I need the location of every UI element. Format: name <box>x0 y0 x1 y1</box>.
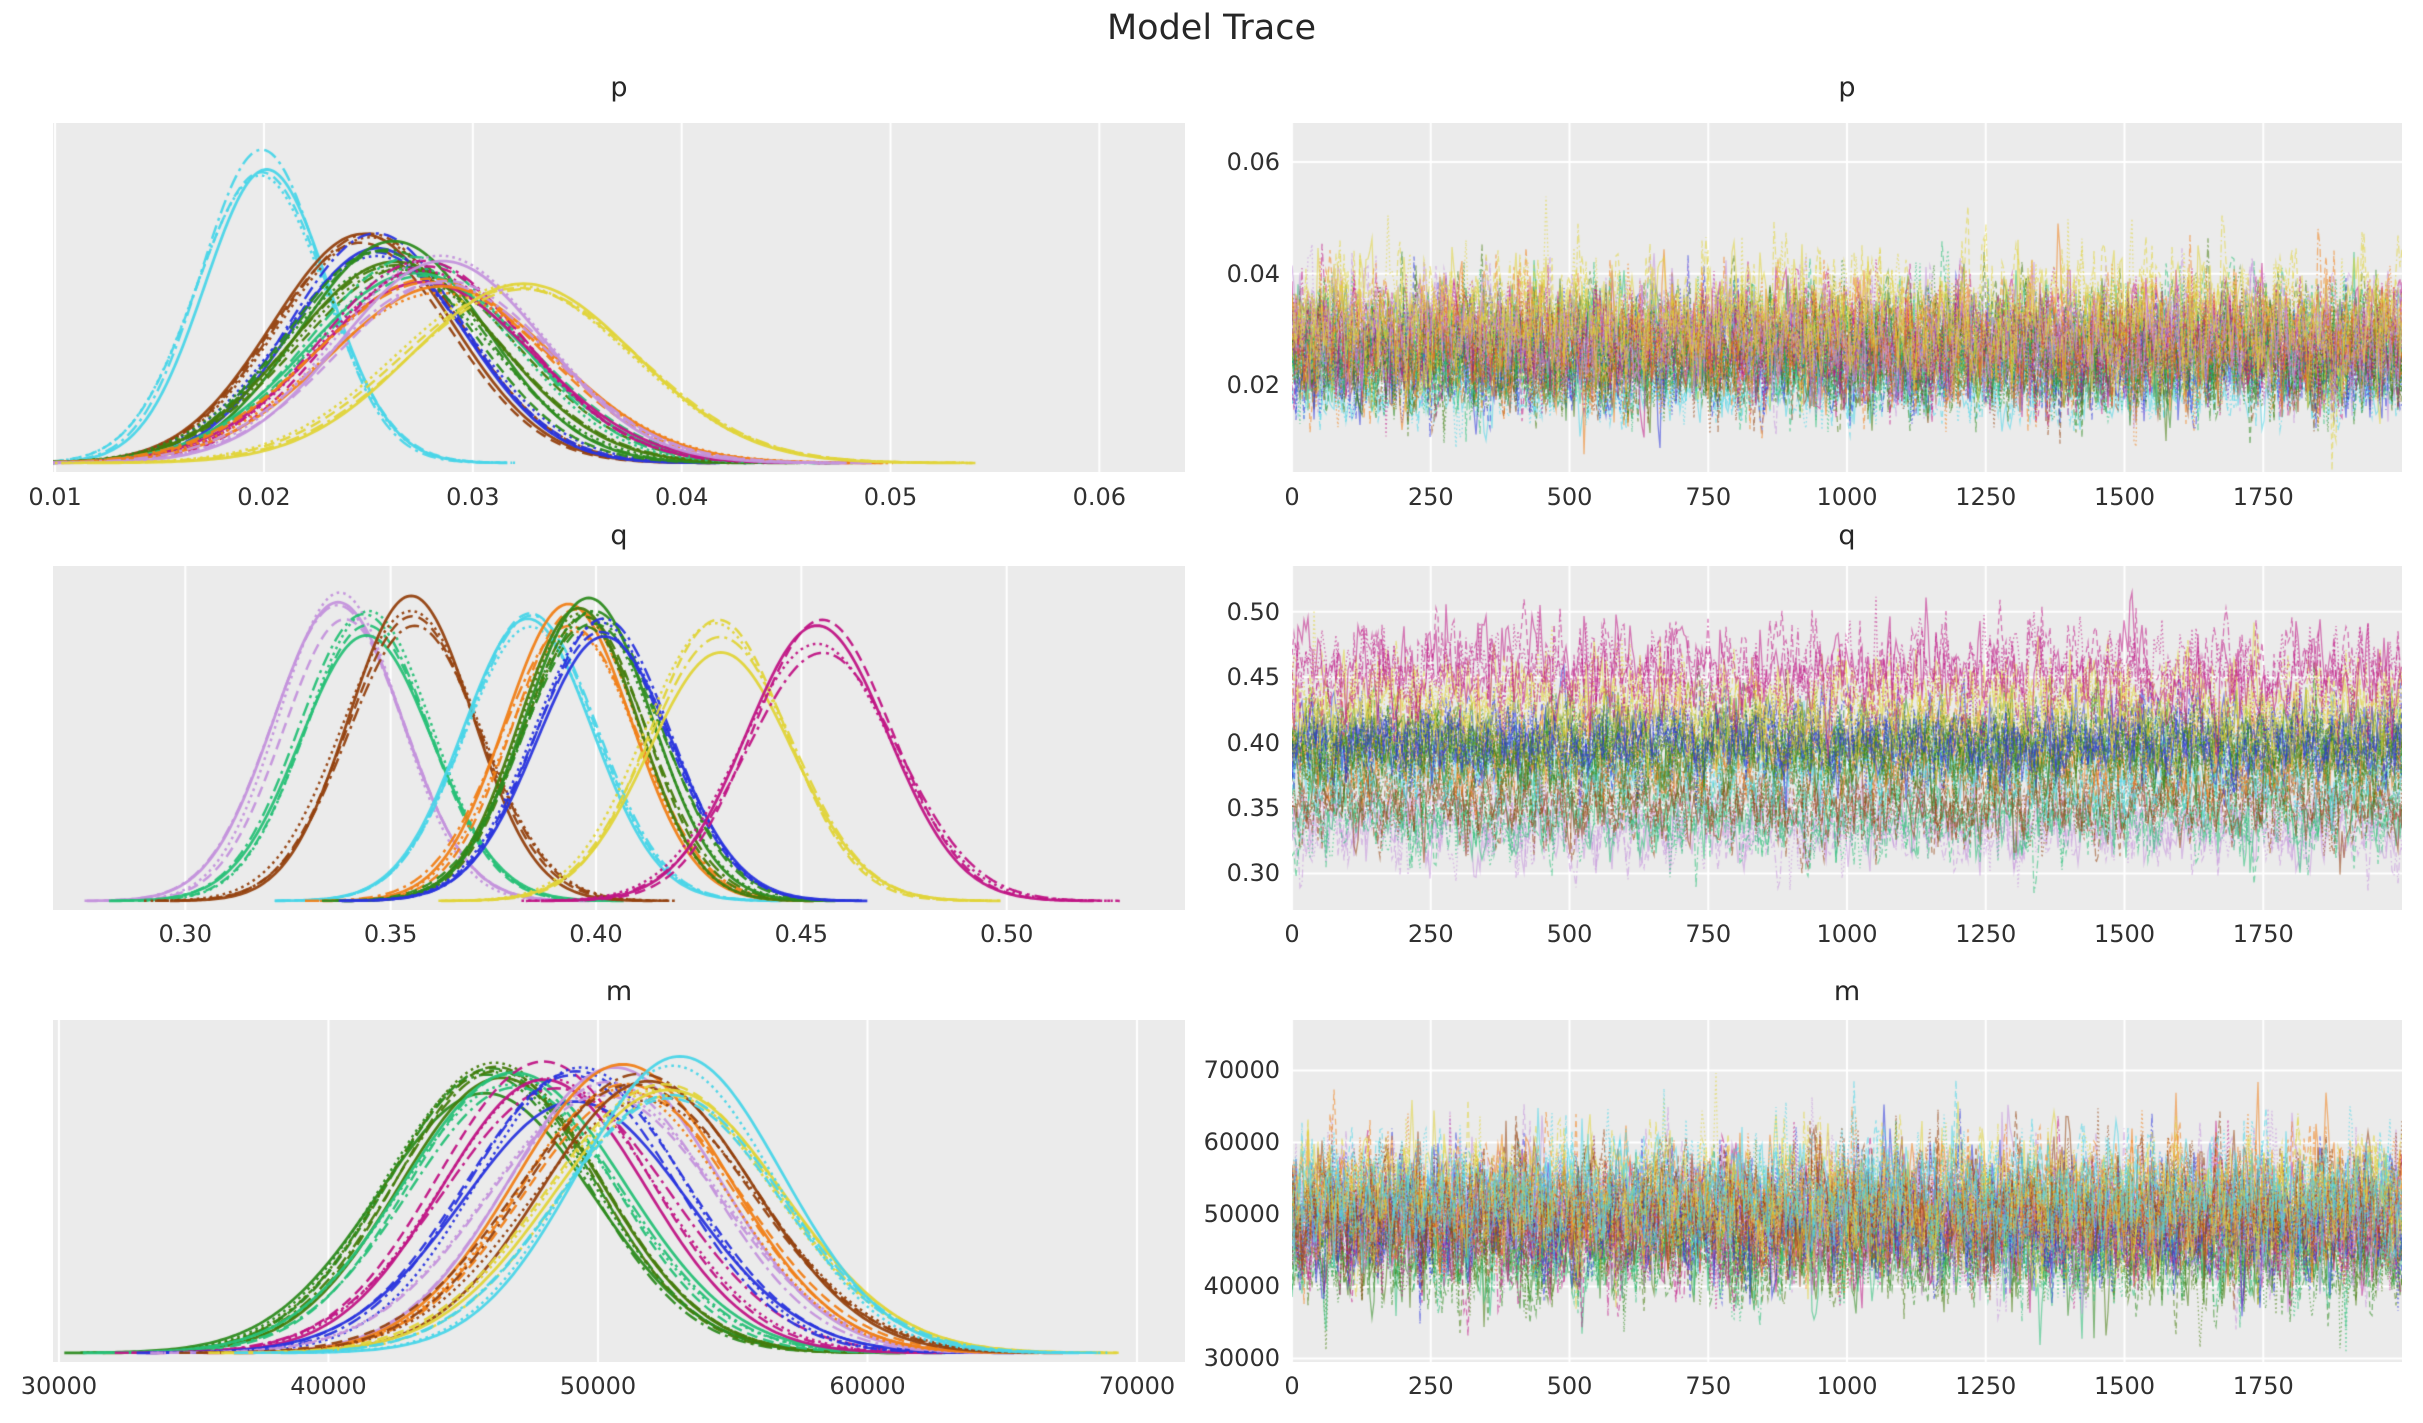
trace-xtick-q: 500 <box>1546 920 1593 948</box>
trace-xtick-m: 0 <box>1284 1372 1300 1400</box>
trace-xtick-m: 500 <box>1546 1372 1593 1400</box>
kde-xtick-p: 0.02 <box>237 483 291 511</box>
kde-xtick-q: 0.30 <box>158 920 212 948</box>
trace-canvas-q <box>1292 566 2402 910</box>
trace-xtick-p: 1500 <box>2093 483 2156 511</box>
kde-xtick-m: 40000 <box>290 1372 367 1400</box>
trace-ytick-q: 0.35 <box>1226 793 1280 822</box>
kde-title-p: p <box>610 72 628 103</box>
trace-ytick-q: 0.30 <box>1226 859 1280 888</box>
trace-xtick-q: 0 <box>1284 920 1300 948</box>
trace-xtick-p: 1750 <box>2232 483 2294 511</box>
kde-xtick-p: 0.06 <box>1072 483 1127 511</box>
kde-xtick-p: 0.04 <box>654 483 709 511</box>
trace-panel-m <box>1292 1020 2402 1362</box>
trace-ytick-q: 0.45 <box>1226 663 1280 692</box>
kde-xtick-p: 0.03 <box>446 483 500 511</box>
trace-xtick-m: 1250 <box>1955 1372 2017 1400</box>
trace-xtick-p: 1250 <box>1955 483 2017 511</box>
trace-panel-q <box>1292 566 2402 910</box>
kde-panel-m <box>53 1020 1185 1362</box>
kde-xtick-q: 0.45 <box>774 920 829 948</box>
kde-title-m: m <box>605 976 633 1007</box>
trace-xtick-q: 1500 <box>2093 920 2156 948</box>
kde-canvas-q <box>53 566 1185 910</box>
trace-title-p: p <box>1838 72 1856 103</box>
trace-canvas-p <box>1292 123 2402 472</box>
trace-ytick-p: 0.04 <box>1226 259 1280 288</box>
trace-ytick-q: 0.50 <box>1226 597 1280 626</box>
trace-ytick-m: 70000 <box>1203 1056 1280 1085</box>
trace-ytick-m: 30000 <box>1203 1344 1280 1373</box>
trace-title-m: m <box>1833 976 1861 1007</box>
kde-xtick-q: 0.40 <box>569 920 623 948</box>
kde-panel-q <box>53 566 1185 910</box>
trace-ytick-m: 50000 <box>1203 1200 1280 1229</box>
kde-xtick-q: 0.35 <box>363 920 418 948</box>
trace-xtick-p: 250 <box>1407 483 1454 511</box>
trace-ytick-m: 60000 <box>1203 1128 1280 1157</box>
kde-xtick-m: 30000 <box>20 1372 98 1400</box>
trace-xtick-m: 1750 <box>2232 1372 2294 1400</box>
trace-xtick-q: 1000 <box>1816 920 1878 948</box>
kde-panel-p <box>53 123 1185 472</box>
trace-xtick-m: 1000 <box>1816 1372 1878 1400</box>
trace-xtick-q: 250 <box>1407 920 1454 948</box>
kde-xtick-m: 50000 <box>559 1372 637 1400</box>
trace-xtick-q: 1250 <box>1955 920 2017 948</box>
trace-ytick-p: 0.06 <box>1226 148 1280 177</box>
trace-xtick-p: 0 <box>1284 483 1300 511</box>
trace-ytick-m: 40000 <box>1203 1272 1280 1301</box>
kde-xtick-p: 0.05 <box>863 483 918 511</box>
trace-title-q: q <box>1838 520 1856 551</box>
kde-xtick-m: 60000 <box>829 1372 906 1400</box>
figure-title: Model Trace <box>1106 8 1317 48</box>
kde-canvas-p <box>53 123 1185 472</box>
kde-xtick-q: 0.50 <box>980 920 1034 948</box>
kde-title-q: q <box>610 520 628 551</box>
kde-xtick-m: 70000 <box>1098 1372 1176 1400</box>
kde-canvas-m <box>53 1020 1185 1362</box>
trace-ytick-q: 0.40 <box>1226 728 1280 757</box>
trace-xtick-p: 1000 <box>1816 483 1878 511</box>
trace-xtick-q: 750 <box>1685 920 1732 948</box>
trace-xtick-p: 750 <box>1685 483 1732 511</box>
trace-xtick-m: 1500 <box>2093 1372 2156 1400</box>
trace-ytick-p: 0.02 <box>1226 371 1280 400</box>
trace-xtick-q: 1750 <box>2232 920 2294 948</box>
trace-xtick-p: 500 <box>1546 483 1593 511</box>
trace-panel-p <box>1292 123 2402 472</box>
trace-canvas-m <box>1292 1020 2402 1362</box>
trace-xtick-m: 250 <box>1407 1372 1454 1400</box>
trace-xtick-m: 750 <box>1685 1372 1732 1400</box>
kde-xtick-p: 0.01 <box>28 483 82 511</box>
